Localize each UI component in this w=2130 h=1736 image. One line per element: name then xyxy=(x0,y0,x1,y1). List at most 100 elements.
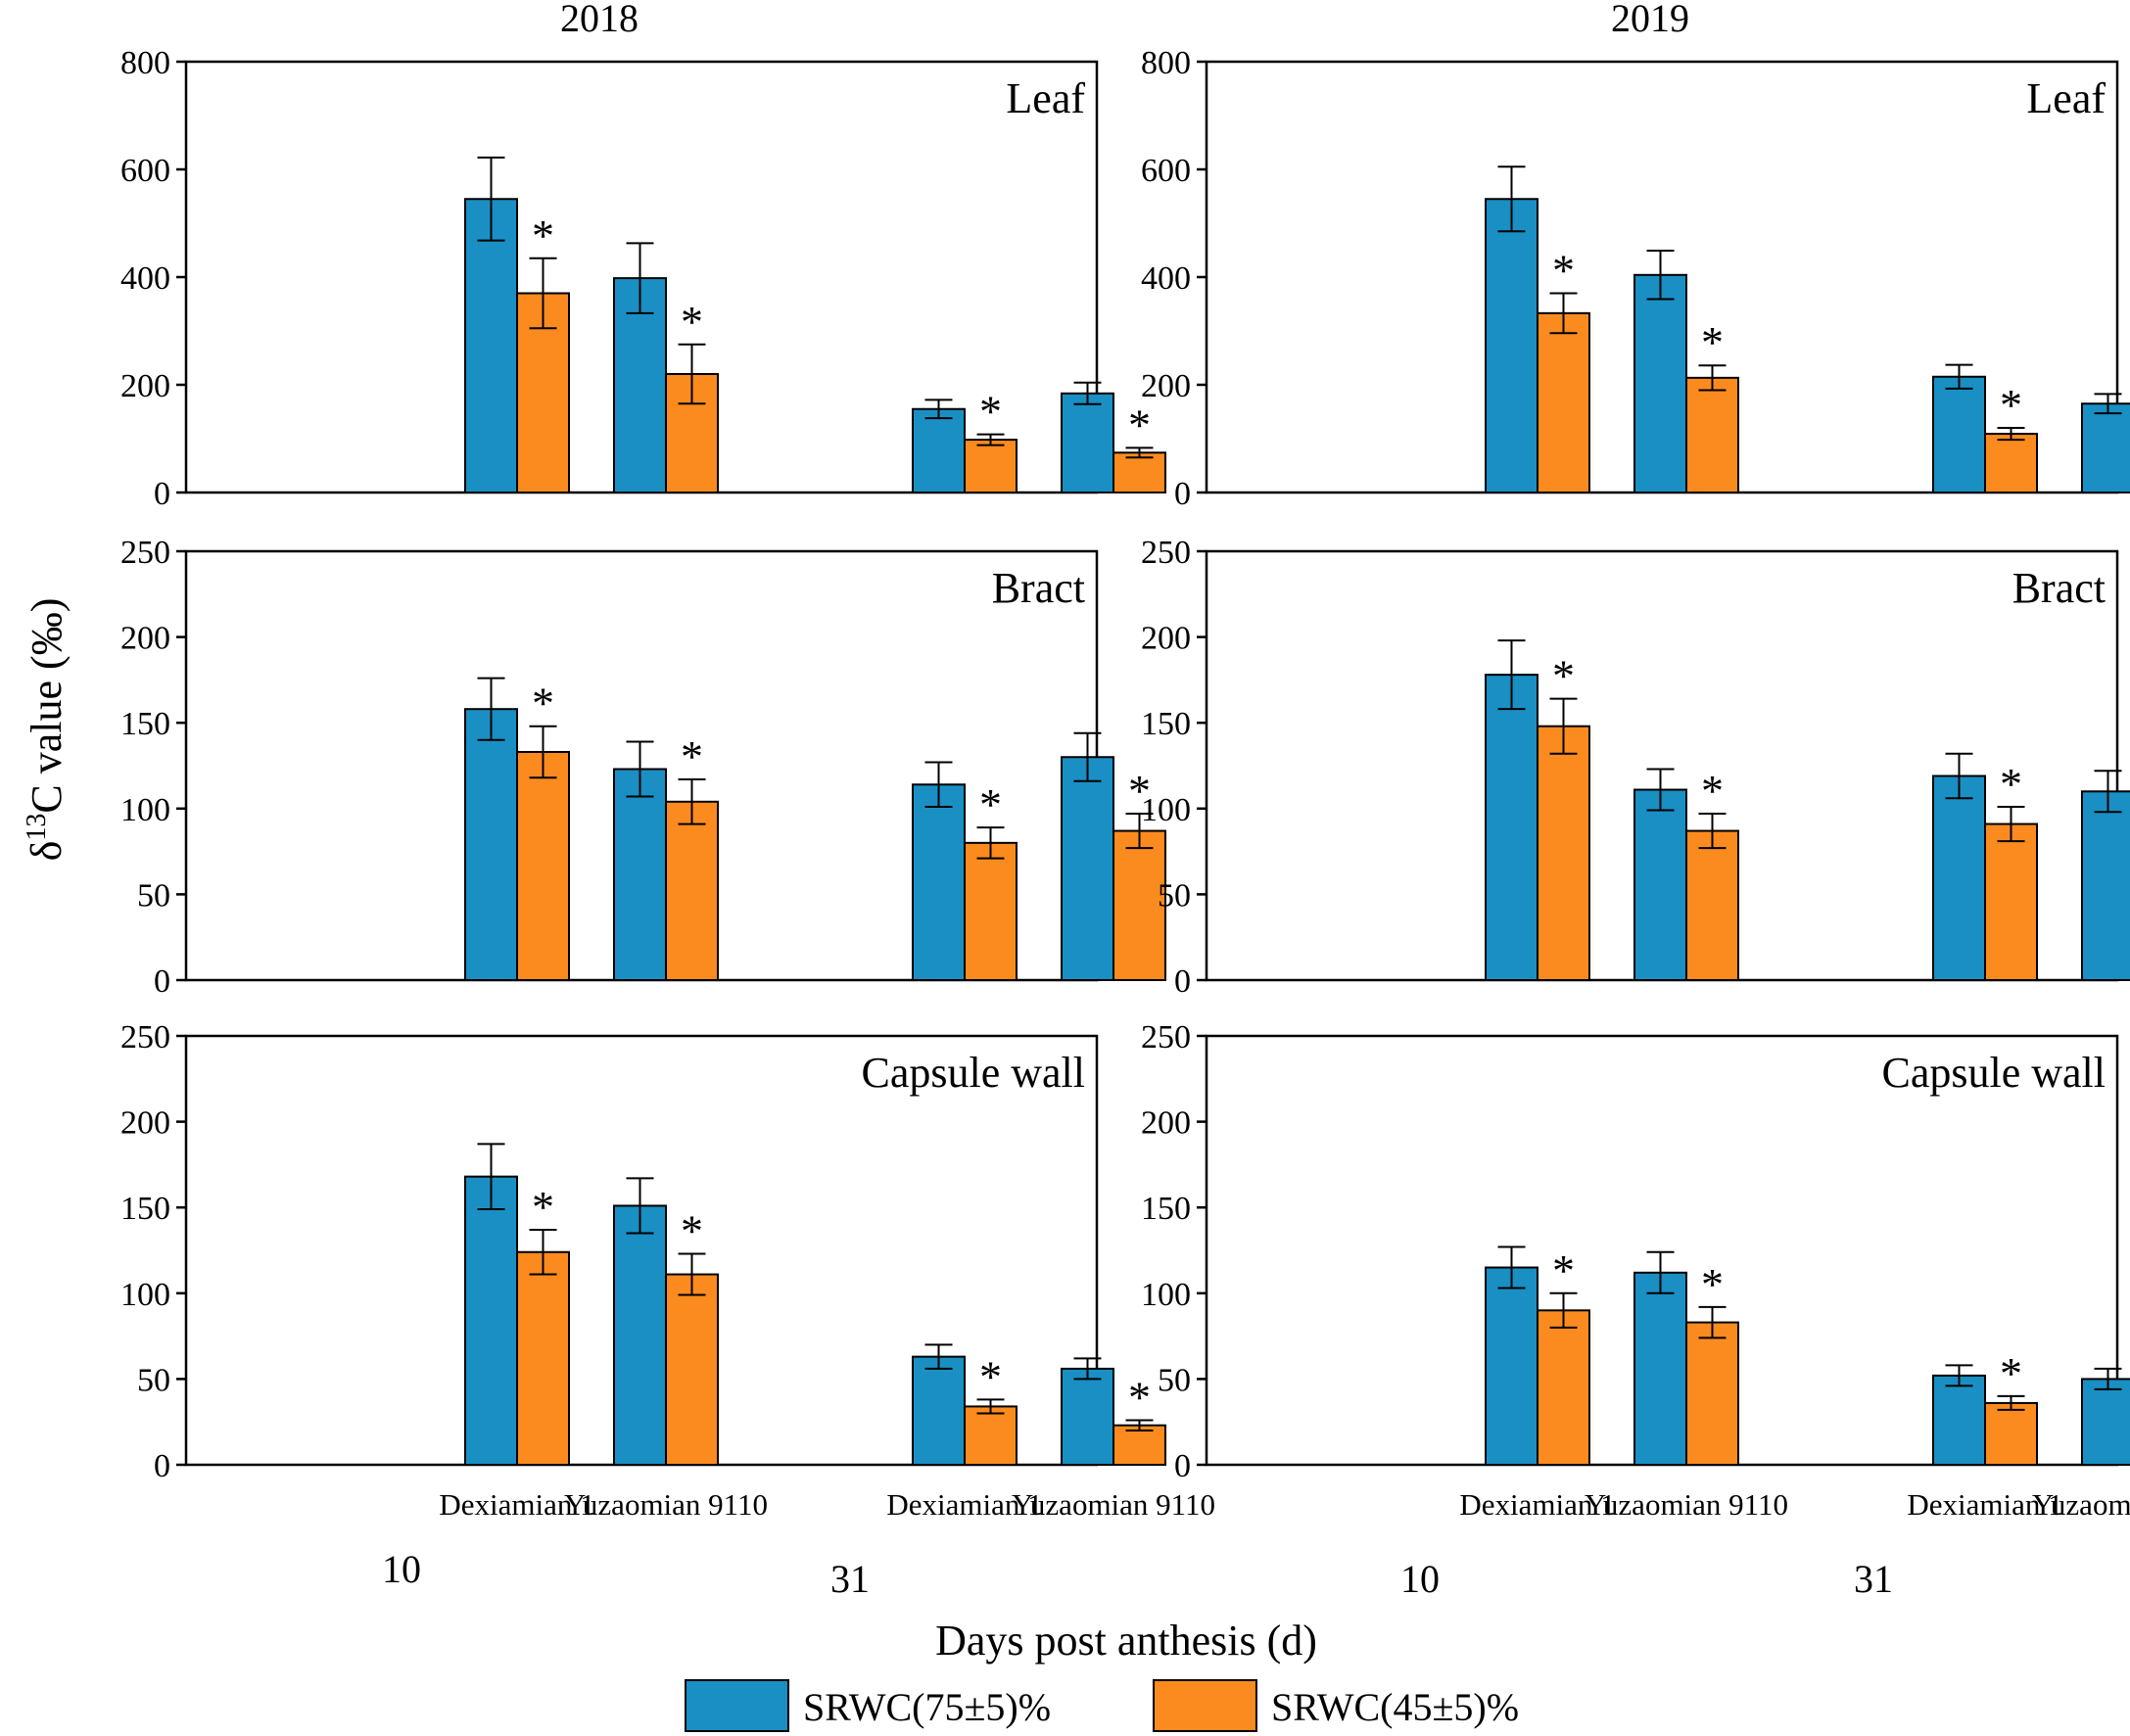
day-label-2019-10: 10 xyxy=(1400,1557,1440,1601)
error-bar-leaf-2018-srwc-45-1 xyxy=(678,343,706,405)
error-bar-bract-2018-srwc-75-0 xyxy=(477,677,505,741)
error-bar-leaf-2018-srwc-75-2 xyxy=(924,399,953,420)
error-bar-bract-2018-srwc-75-2 xyxy=(924,761,953,809)
y-tick-label-bract-2019-150: 150 xyxy=(1141,706,1191,742)
year-title-2018: 2018 xyxy=(560,0,639,40)
significance-mark-capsule-wall-2019-2: * xyxy=(2000,1348,2022,1398)
error-bar-leaf-2018-srwc-75-3 xyxy=(1073,381,1102,405)
bar-bract-2018-srwc-45-0 xyxy=(516,750,570,982)
error-bar-leaf-2019-srwc-75-2 xyxy=(1945,363,1973,390)
bar-capsule-wall-2018-srwc-45-1 xyxy=(665,1273,719,1466)
legend-label-srwc-45: SRWC(45±5)% xyxy=(1271,1685,1519,1729)
x-axis-title: Days post anthesis (d) xyxy=(935,1617,1317,1665)
year-title-2019: 2019 xyxy=(1611,0,1689,40)
significance-mark-capsule-wall-2018-0: * xyxy=(532,1182,554,1232)
y-tick-label-capsule-wall-2019-100: 100 xyxy=(1141,1277,1191,1313)
error-bar-capsule-wall-2018-srwc-75-3 xyxy=(1073,1357,1102,1381)
day-label-2018-31: 31 xyxy=(830,1557,870,1601)
bar-capsule-wall-2018-srwc-45-2 xyxy=(964,1405,1018,1467)
y-tick-label-bract-2018-0: 0 xyxy=(154,963,170,1000)
error-bar-leaf-2018-srwc-75-0 xyxy=(477,156,505,242)
error-bar-leaf-2019-srwc-45-0 xyxy=(1549,292,1578,335)
significance-mark-capsule-wall-2019-0: * xyxy=(1552,1245,1575,1295)
significance-mark-leaf-2018-0: * xyxy=(532,211,554,260)
error-bar-capsule-wall-2019-srwc-45-2 xyxy=(1997,1394,2025,1411)
significance-mark-leaf-2019-0: * xyxy=(1552,246,1575,296)
y-tick-label-bract-2018-100: 100 xyxy=(120,792,170,828)
bar-leaf-2018-srwc-75-0 xyxy=(464,198,518,493)
error-bar-bract-2018-srwc-45-2 xyxy=(976,826,1005,860)
y-tick-label-capsule-wall-2018-150: 150 xyxy=(120,1191,170,1227)
error-bar-leaf-2018-srwc-75-1 xyxy=(626,242,654,314)
y-tick-label-leaf-2018-400: 400 xyxy=(120,260,170,297)
y-tick-label-bract-2019-50: 50 xyxy=(1158,877,1191,914)
significance-mark-bract-2019-2: * xyxy=(2000,759,2022,809)
y-tick-label-bract-2019-200: 200 xyxy=(1141,621,1191,657)
y-tick-label-capsule-wall-2019-150: 150 xyxy=(1141,1191,1191,1227)
error-bar-capsule-wall-2019-srwc-45-0 xyxy=(1549,1291,1578,1329)
panel-label-capsule-wall-2018: Capsule wall xyxy=(861,1049,1085,1097)
error-bar-capsule-wall-2019-srwc-75-3 xyxy=(2094,1367,2122,1390)
bar-capsule-wall-2018-srwc-75-1 xyxy=(613,1204,667,1466)
day-label-2018-10: 10 xyxy=(382,1547,421,1591)
significance-mark-leaf-2019-1: * xyxy=(1701,317,1724,367)
error-bar-bract-2018-srwc-75-1 xyxy=(626,740,654,798)
significance-mark-bract-2018-0: * xyxy=(532,679,554,728)
y-tick-label-capsule-wall-2019-200: 200 xyxy=(1141,1105,1191,1142)
significance-mark-bract-2019-1: * xyxy=(1701,766,1724,816)
y-tick-label-bract-2019-250: 250 xyxy=(1141,535,1191,571)
panel-label-leaf-2018: Leaf xyxy=(1006,74,1085,122)
error-bar-bract-2018-srwc-75-3 xyxy=(1073,731,1102,782)
error-bar-leaf-2018-srwc-45-3 xyxy=(1125,446,1154,459)
y-tick-label-capsule-wall-2018-100: 100 xyxy=(120,1277,170,1313)
significance-mark-leaf-2019-2: * xyxy=(2000,380,2022,430)
y-axis-title-main: δ xyxy=(23,841,71,862)
bar-bract-2019-srwc-75-1 xyxy=(1633,788,1687,982)
y-tick-label-leaf-2018-600: 600 xyxy=(120,153,170,189)
y-tick-label-leaf-2019-0: 0 xyxy=(1174,476,1191,512)
day-label-2019-31: 31 xyxy=(1854,1557,1893,1601)
error-bar-bract-2018-srwc-45-0 xyxy=(529,725,557,779)
error-bar-bract-2019-srwc-75-1 xyxy=(1646,768,1675,812)
error-bar-leaf-2019-srwc-45-2 xyxy=(1997,427,2025,442)
significance-mark-bract-2018-1: * xyxy=(681,731,703,781)
bar-leaf-2019-srwc-75-1 xyxy=(1633,273,1687,493)
bar-leaf-2018-srwc-75-3 xyxy=(1061,392,1114,493)
bar-leaf-2018-srwc-75-2 xyxy=(912,407,966,493)
bar-capsule-wall-2019-srwc-45-1 xyxy=(1685,1321,1739,1466)
bar-leaf-2019-srwc-75-2 xyxy=(1932,375,1986,493)
category-label-2018-3: Yuzaomian 9110 xyxy=(1012,1487,1215,1522)
significance-mark-leaf-2018-1: * xyxy=(681,297,703,347)
bar-leaf-2018-srwc-45-0 xyxy=(516,292,570,493)
significance-mark-capsule-wall-2018-1: * xyxy=(681,1206,703,1256)
y-tick-label-bract-2019-100: 100 xyxy=(1141,792,1191,828)
bar-bract-2018-srwc-45-2 xyxy=(964,841,1018,982)
panel-label-capsule-wall-2019: Capsule wall xyxy=(1881,1049,2106,1097)
y-tick-label-bract-2018-200: 200 xyxy=(120,621,170,657)
bar-leaf-2018-srwc-45-2 xyxy=(964,439,1018,494)
category-label-2018-2: Dexiamian 1 xyxy=(886,1487,1042,1522)
bar-bract-2019-srwc-45-1 xyxy=(1685,829,1739,981)
error-bar-capsule-wall-2019-srwc-75-1 xyxy=(1646,1250,1675,1294)
y-tick-label-capsule-wall-2019-50: 50 xyxy=(1158,1362,1191,1398)
error-bar-bract-2019-srwc-45-1 xyxy=(1698,813,1727,850)
panel-bract-2018: 0 50 100 150 200 250 Bract * * * * xyxy=(120,535,1166,1000)
significance-mark-leaf-2018-2: * xyxy=(979,387,1002,437)
error-bar-leaf-2019-srwc-75-0 xyxy=(1497,165,1526,233)
y-tick-label-leaf-2018-200: 200 xyxy=(120,368,170,404)
error-bar-bract-2019-srwc-75-3 xyxy=(2094,770,2122,814)
bar-capsule-wall-2019-srwc-75-2 xyxy=(1932,1374,1986,1466)
y-tick-label-leaf-2018-0: 0 xyxy=(154,476,170,512)
error-bar-leaf-2019-srwc-75-3 xyxy=(2094,393,2122,415)
bar-capsule-wall-2018-srwc-45-0 xyxy=(516,1250,570,1466)
bar-bract-2018-srwc-75-0 xyxy=(464,708,518,982)
legend-label-srwc-75: SRWC(75±5)% xyxy=(803,1685,1051,1729)
bar-capsule-wall-2019-srwc-75-1 xyxy=(1633,1271,1687,1466)
bar-bract-2018-srwc-75-2 xyxy=(912,783,966,981)
y-tick-label-leaf-2019-600: 600 xyxy=(1141,153,1191,189)
